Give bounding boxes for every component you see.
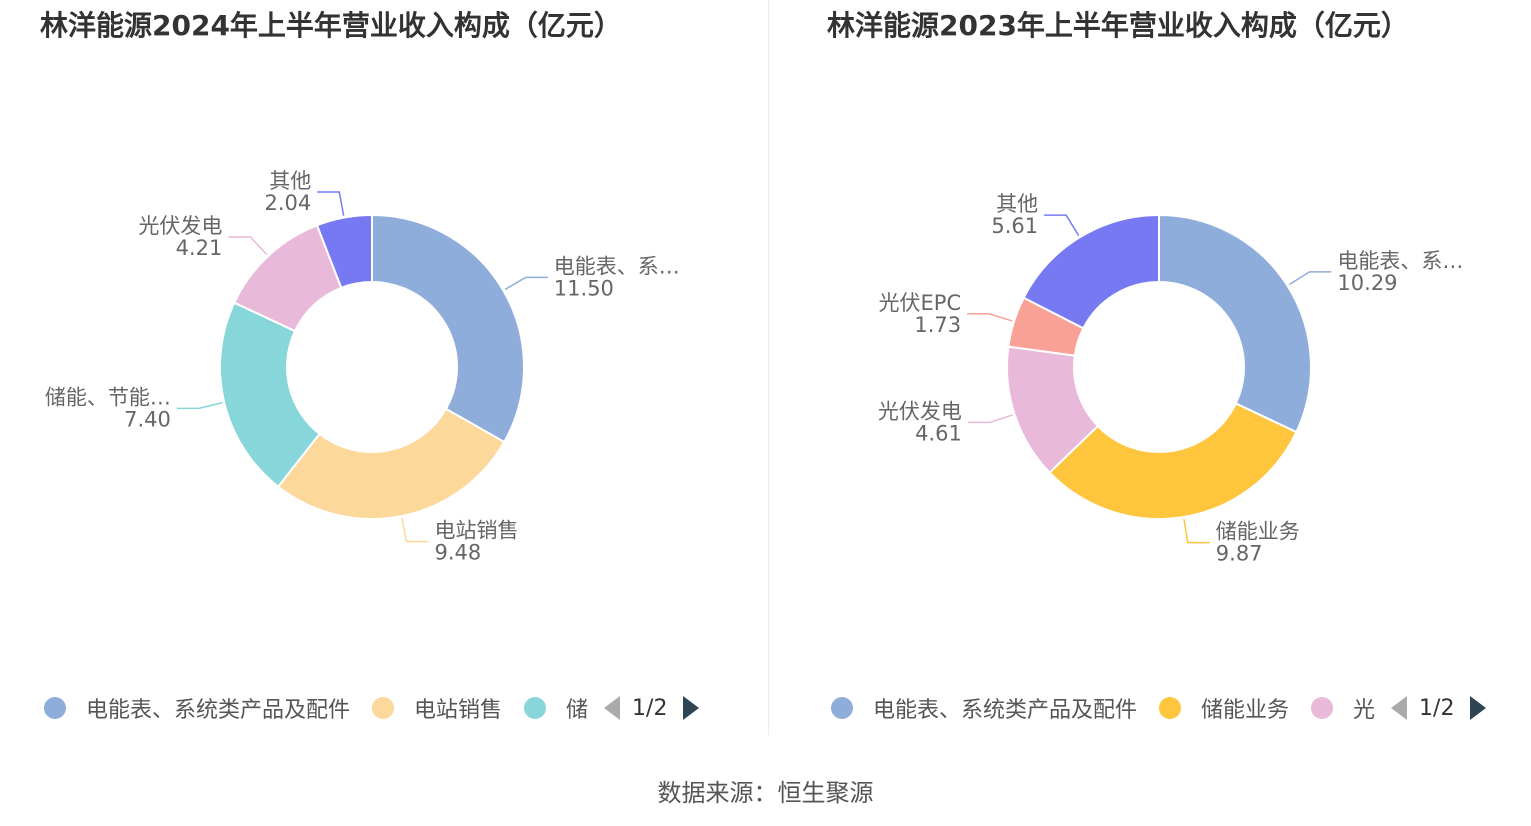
legend-label: 储能业务: [1201, 698, 1290, 723]
slice-name-label: 储能业务: [1216, 520, 1300, 544]
legend-dot: [524, 697, 547, 719]
donut-slice[interactable]: [371, 213, 525, 444]
slice-value-label: 10.29: [1337, 271, 1397, 295]
label-leader-line: [1044, 214, 1080, 237]
donut-slice[interactable]: [1022, 213, 1160, 330]
donut-slice[interactable]: [1158, 213, 1312, 434]
slice-value-label: 4.61: [915, 421, 962, 445]
slice-name-label: 电能表、系…: [1337, 249, 1463, 273]
panel-divider: [768, 0, 769, 735]
legend-label: 电能表、系统类产品及配件: [86, 698, 351, 723]
chart-panel-2024: 林洋能源2024年上半年营业收入构成（亿元） 电能表、系… 11.50 电站销售 9.…: [0, 0, 768, 735]
slice-name-label: 光伏EPC: [879, 291, 962, 315]
legend-page-indicator: 1/2: [632, 695, 668, 721]
slice-name-label: 光伏发电: [878, 399, 962, 423]
slice-value-label: 4.21: [176, 236, 223, 260]
legend-item[interactable]: 光: [1311, 692, 1375, 724]
label-leader-line: [1288, 271, 1332, 286]
legend-item[interactable]: 储: [524, 692, 588, 724]
label-leader-line: [967, 414, 1013, 424]
legend-label: 储: [566, 698, 589, 723]
label-leader-line: [504, 276, 548, 291]
slice-name-label: 电能表、系…: [554, 254, 680, 278]
donut-slice[interactable]: [219, 301, 321, 489]
slice-value-label: 2.04: [264, 191, 311, 215]
slice-value-label: 9.87: [1216, 542, 1263, 566]
legend: 电能表、系统类产品及配件 电站销售 储 1/2: [44, 690, 700, 726]
slice-value-label: 11.50: [554, 276, 614, 300]
chart-title: 林洋能源2024年上半年营业收入构成（亿元）: [40, 9, 622, 42]
donut-slice[interactable]: [276, 407, 506, 520]
legend-page-indicator: 1/2: [1419, 695, 1455, 721]
chart-panel-2023: 林洋能源2023年上半年营业收入构成（亿元） 电能表、系… 10.29 储能业务 9.…: [770, 0, 1531, 735]
label-leader-line: [967, 313, 1013, 322]
label-leader-line: [228, 236, 268, 256]
legend-next-page-icon[interactable]: [683, 696, 700, 720]
legend-dot: [44, 697, 66, 719]
slice-name-label: 其他: [996, 192, 1038, 216]
legend-item[interactable]: 储能业务: [1159, 692, 1289, 724]
donut-slice[interactable]: [315, 213, 373, 290]
slice-value-label: 5.61: [991, 214, 1038, 238]
legend-prev-page-icon[interactable]: [1391, 696, 1408, 720]
legend-dot: [1311, 697, 1334, 719]
legend-item[interactable]: 电能表、系统类产品及配件: [831, 692, 1137, 724]
slice-value-label: 1.73: [914, 313, 961, 337]
legend-item[interactable]: 电能表、系统类产品及配件: [44, 692, 350, 724]
legend-next-page-icon[interactable]: [1470, 696, 1487, 720]
label-leader-line: [1183, 518, 1210, 544]
data-source-note: 数据来源：恒生聚源: [657, 779, 874, 807]
slice-name-label: 电站销售: [434, 519, 518, 543]
legend-dot: [831, 697, 853, 719]
legend-item[interactable]: 电站销售: [372, 692, 502, 724]
slice-value-label: 7.40: [124, 407, 171, 431]
legend-dot: [372, 697, 395, 719]
label-leader-line: [317, 191, 345, 216]
legend-label: 电站销售: [414, 698, 503, 723]
slice-name-label: 其他: [269, 169, 311, 193]
legend-dot: [1159, 697, 1182, 719]
donut-slice[interactable]: [1048, 402, 1298, 520]
label-leader-line: [401, 517, 429, 543]
slice-name-label: 储能、节能…: [45, 385, 171, 409]
legend-label: 电能表、系统类产品及配件: [873, 698, 1138, 723]
legend: 电能表、系统类产品及配件 储能业务 光 1/2: [831, 690, 1487, 726]
legend-label: 光: [1353, 698, 1376, 723]
label-leader-line: [176, 402, 223, 410]
legend-pager: 1/2: [596, 695, 700, 721]
legend-pager: 1/2: [1383, 695, 1487, 721]
slice-name-label: 光伏发电: [138, 214, 222, 238]
legend-prev-page-icon[interactable]: [604, 696, 621, 720]
chart-title: 林洋能源2023年上半年营业收入构成（亿元）: [827, 9, 1409, 42]
slice-value-label: 9.48: [434, 541, 481, 565]
